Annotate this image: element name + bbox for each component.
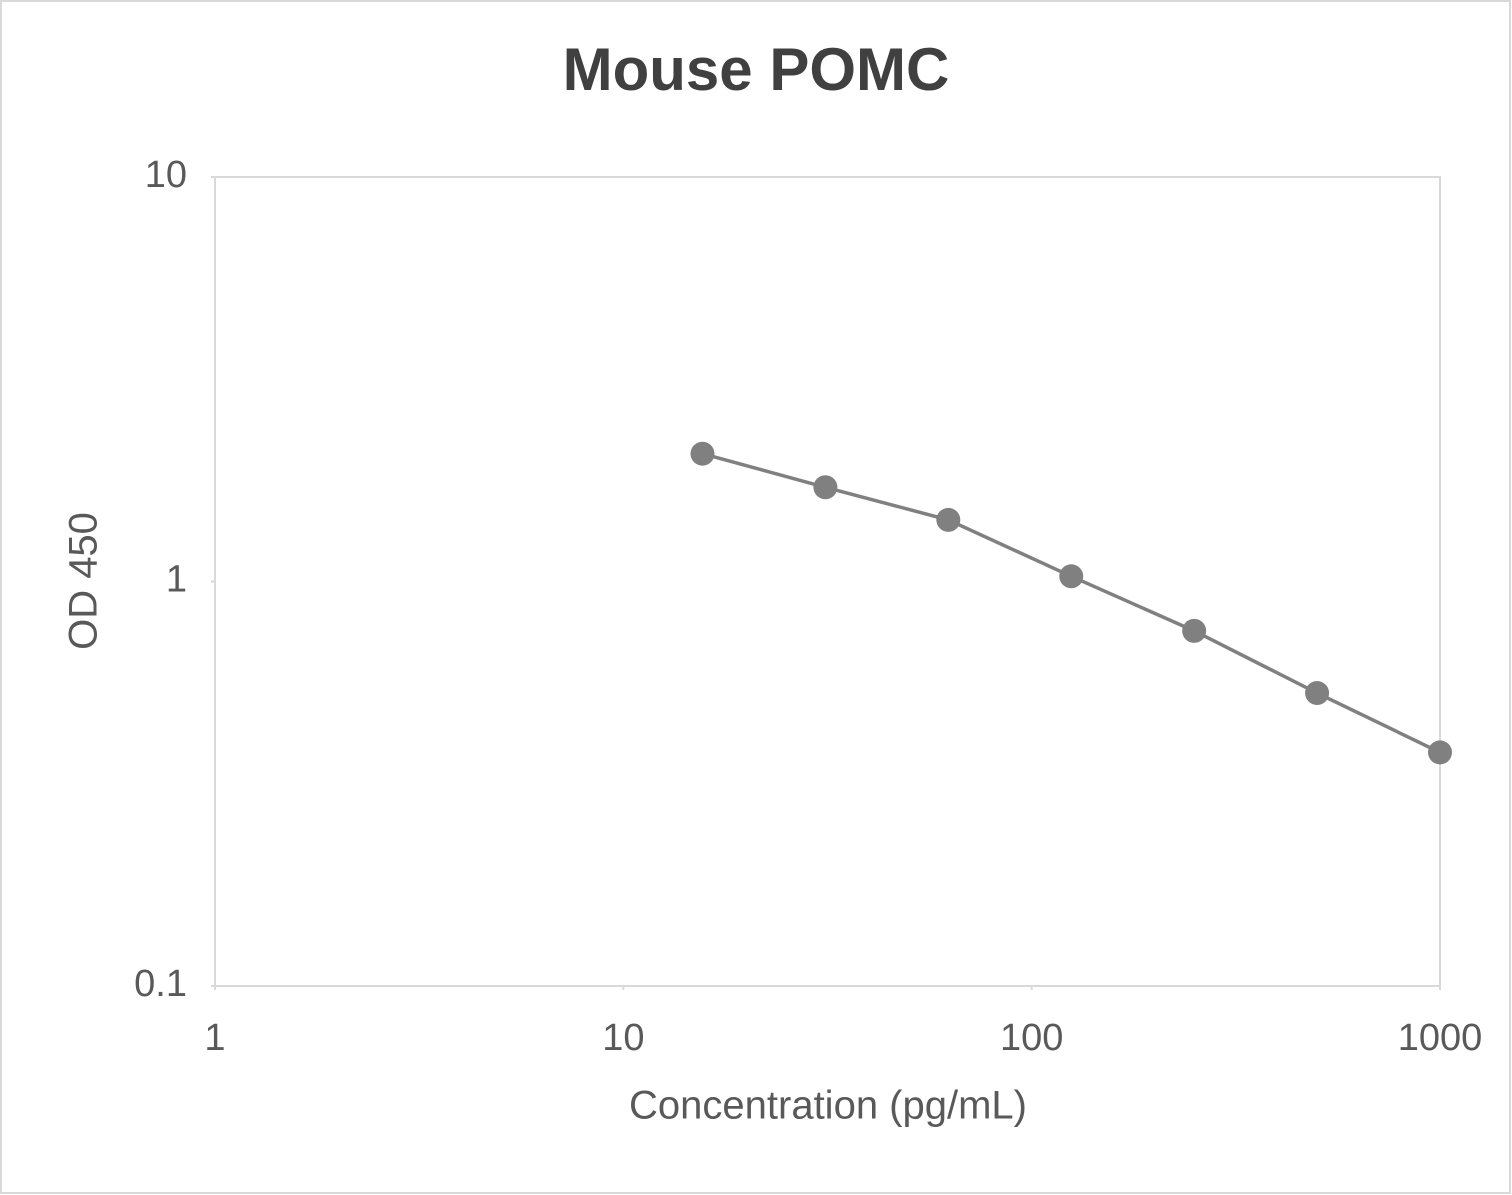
data-point	[1428, 740, 1452, 765]
y-axis-label: OD 450	[62, 512, 106, 650]
x-tick-label: 10	[602, 1017, 644, 1059]
y-tick-label: 10	[145, 154, 187, 196]
data-point	[1059, 564, 1084, 589]
data-point	[690, 441, 715, 466]
y-tick-label: 1	[166, 559, 187, 601]
chart-title: Mouse POMC	[563, 36, 950, 103]
data-point	[1182, 618, 1207, 643]
x-tick-label: 1000	[1398, 1017, 1483, 1059]
data-point	[813, 475, 838, 500]
data-point	[1305, 681, 1330, 706]
y-tick-label: 0.1	[134, 963, 187, 1005]
x-tick-label: 100	[1000, 1017, 1063, 1059]
x-axis-label: Concentration (pg/mL)	[629, 1084, 1027, 1128]
x-tick-label: 1	[204, 1017, 225, 1059]
data-point	[936, 507, 961, 532]
